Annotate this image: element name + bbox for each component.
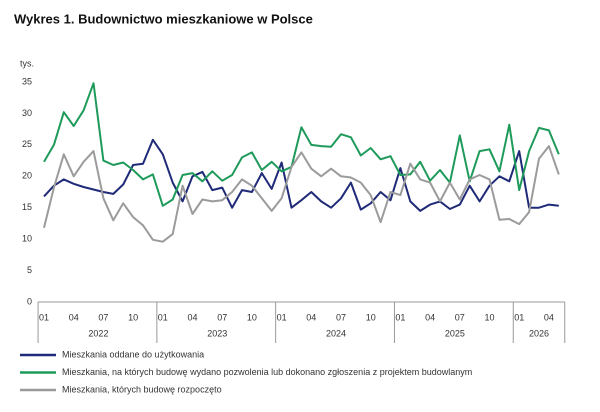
x-tick-label: 04 <box>544 312 554 322</box>
y-tick-label: 15 <box>22 202 32 212</box>
y-tick-label: 20 <box>22 171 32 181</box>
x-tick-label: 10 <box>247 312 257 322</box>
x-tick-label: 07 <box>98 312 108 322</box>
legend-label: Mieszkania, których budowę rozpoczęto <box>62 384 222 394</box>
series-line <box>43 145 560 243</box>
year-label: 2023 <box>207 328 227 338</box>
x-tick-label: 07 <box>217 312 227 322</box>
x-tick-label: 04 <box>69 312 79 322</box>
series-line <box>43 82 560 207</box>
x-tick-label: 07 <box>455 312 465 322</box>
x-tick-label: 01 <box>277 312 287 322</box>
x-tick-label: 04 <box>425 312 435 322</box>
x-tick-label: 01 <box>514 312 524 322</box>
x-tick-label: 01 <box>158 312 168 322</box>
y-unit-label: tys. <box>20 58 34 68</box>
y-tick-label: 5 <box>27 265 32 275</box>
x-tick-label: 10 <box>366 312 376 322</box>
x-tick-label: 10 <box>484 312 494 322</box>
year-label: 2024 <box>326 328 346 338</box>
x-tick-label: 01 <box>395 312 405 322</box>
y-tick-label: 30 <box>22 108 32 118</box>
x-tick-label: 07 <box>336 312 346 322</box>
year-label: 2025 <box>445 328 465 338</box>
year-label: 2026 <box>529 328 549 338</box>
x-tick-label: 01 <box>39 312 49 322</box>
year-label: 2022 <box>88 328 108 338</box>
legend-label: Mieszkania oddane do użytkowania <box>62 349 204 359</box>
y-tick-label: 35 <box>22 76 32 86</box>
x-tick-label: 10 <box>128 312 138 322</box>
series-line <box>43 138 559 212</box>
x-tick-label: 04 <box>187 312 197 322</box>
y-tick-label: 25 <box>22 139 32 149</box>
legend-label: Mieszkania, na których budowę wydano poz… <box>62 367 472 377</box>
y-tick-label: 0 <box>27 296 32 306</box>
y-tick-label: 10 <box>22 234 32 244</box>
x-tick-label: 04 <box>306 312 316 322</box>
chart-title: Wykres 1. Budownictwo mieszkaniowe w Pol… <box>14 11 313 26</box>
